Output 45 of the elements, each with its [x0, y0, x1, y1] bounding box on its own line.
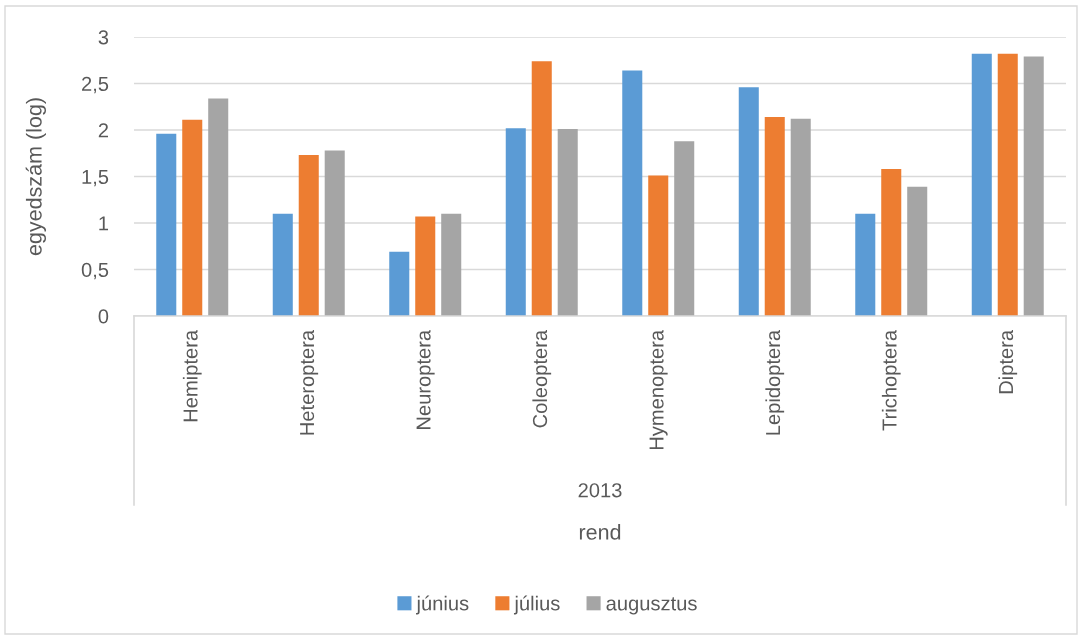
- bar: [531, 61, 552, 316]
- x-tick-label: Heteroptera: [300, 329, 319, 435]
- legend-label: július: [513, 595, 560, 615]
- bar: [208, 98, 229, 316]
- bar: [1023, 56, 1044, 316]
- y-tick-label: 0: [98, 309, 109, 324]
- bar: [881, 169, 902, 316]
- x-tick-label: Coleoptera: [532, 329, 552, 428]
- bar: [764, 116, 785, 316]
- x-tick-label: Hymenoptera: [649, 329, 668, 450]
- bar: [997, 53, 1018, 316]
- legend-label: június: [416, 595, 469, 615]
- bar: [298, 155, 319, 316]
- y-tick-label: 1,5: [82, 169, 109, 187]
- x-tick-label: Hemiptera: [182, 329, 202, 422]
- y-tick-label: 2: [98, 123, 108, 138]
- x-tick-label: Diptera: [998, 329, 1018, 394]
- bar: [738, 87, 759, 316]
- y-tick-label: 3: [98, 30, 109, 45]
- y-tick-label: 0,5: [81, 262, 109, 280]
- bar: [389, 251, 410, 316]
- bar: [324, 150, 345, 316]
- x-axis-title: rend: [579, 524, 621, 540]
- legend-label: augusztus: [606, 597, 697, 615]
- text: 2013: [578, 483, 622, 498]
- bar: [855, 213, 876, 316]
- x-tick-label: Lepidoptera: [765, 329, 785, 435]
- bar: [790, 118, 811, 316]
- bar: [907, 186, 928, 316]
- y-tick-label: 2,5: [82, 76, 109, 94]
- y-tick-label: 1: [99, 216, 109, 231]
- bar: [272, 213, 293, 316]
- bar: [441, 213, 462, 316]
- bar: [156, 133, 177, 316]
- x-tick-label: Trichoptera: [881, 329, 901, 431]
- bar: [182, 119, 203, 316]
- x-tick-label: Neuroptera: [416, 329, 435, 429]
- bar: [971, 53, 992, 316]
- bar: [415, 216, 436, 316]
- y-axis-title: egyedszám (log): [25, 98, 46, 256]
- bar: [505, 128, 526, 316]
- bar: [648, 175, 669, 316]
- bar: [622, 70, 643, 316]
- bar: [557, 129, 578, 316]
- bar: [674, 141, 695, 316]
